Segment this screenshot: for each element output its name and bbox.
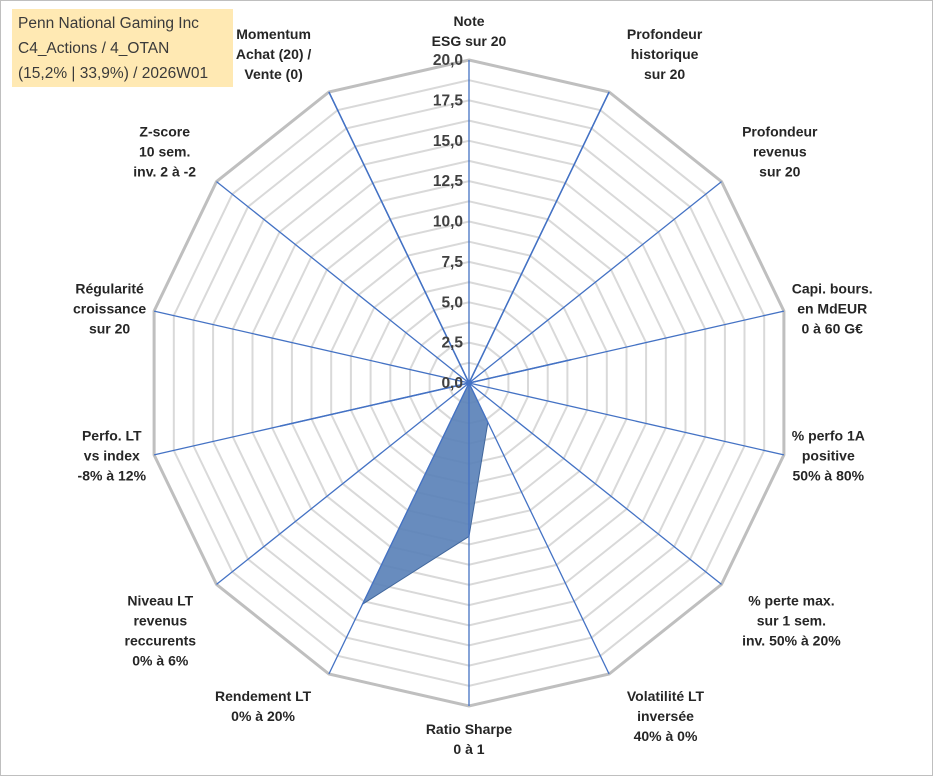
axis-label-line: 0 à 1 <box>453 741 484 757</box>
tick-label: 5,0 <box>441 294 463 311</box>
tick-label: 0,0 <box>441 375 463 392</box>
axis-label-line: revenus <box>133 612 187 628</box>
axis-label-line: sur 20 <box>644 66 685 82</box>
axis-label: Ratio Sharpe 0 à 1 <box>426 721 513 757</box>
axis-label-line: Profondeur <box>627 26 703 42</box>
axis-label-line: croissance <box>73 300 146 316</box>
tick-label: 20,0 <box>433 52 463 69</box>
title-line-company: Penn National Gaming Inc <box>18 15 199 32</box>
tick-label: 12,5 <box>433 173 464 190</box>
axis-label-line: ESG sur 20 <box>432 33 507 49</box>
axis-label-line: Ratio Sharpe <box>426 721 513 737</box>
axis-label-line: inv. 50% à 20% <box>742 632 841 648</box>
axis-label-line: Volatilité LT <box>627 688 705 704</box>
axis-spoke <box>153 310 470 384</box>
chart-title-box: Penn National Gaming Inc C4_Actions / 4_… <box>12 9 233 87</box>
axis-spoke <box>468 91 610 384</box>
tick-labels: 0,0 2,5 5,0 7,5 10,0 12,5 15,0 17,5 20,0 <box>433 52 464 392</box>
tick-label: 10,0 <box>433 214 463 231</box>
axis-label-line: Vente (0) <box>244 66 302 82</box>
axis-spoke <box>328 91 470 384</box>
title-line-category: C4_Actions / 4_OTAN <box>18 40 170 57</box>
axis-spoke <box>468 382 610 675</box>
tick-label: 17,5 <box>433 92 464 109</box>
axis-label-line: Niveau LT <box>127 592 193 608</box>
axis-label-line: 0 à 60 G€ <box>801 320 863 336</box>
axis-label-line: Achat (20) / <box>236 46 312 62</box>
axis-label: % perfo 1A positive 50% à 80% <box>792 428 865 484</box>
axis-label-line: inv. 2 à -2 <box>133 164 196 180</box>
tick-label: 7,5 <box>441 254 463 271</box>
axis-label-line: Momentum <box>236 26 311 42</box>
axis-spoke <box>328 382 470 675</box>
axis-label-line: positive <box>802 448 855 464</box>
axis-label-line: inversée <box>637 708 694 724</box>
axis-label-line: Profondeur <box>742 124 818 140</box>
axis-label-line: % perfo 1A <box>792 428 865 444</box>
axis-spokes <box>153 60 785 706</box>
axis-label-line: Z-score <box>139 124 190 140</box>
tick-label: 15,0 <box>433 133 463 150</box>
axis-label: Régularité croissance sur 20 <box>73 280 146 336</box>
axis-label: Profondeur historique sur 20 <box>627 26 703 82</box>
axis-label-line: en MdEUR <box>797 300 867 316</box>
axis-label: Note ESG sur 20 <box>432 13 507 49</box>
axis-label-line: Rendement LT <box>215 688 312 704</box>
axis-label-line: % perte max. <box>748 592 834 608</box>
axis-label: Momentum Achat (20) / Vente (0) <box>236 26 312 82</box>
axis-label-line: Régularité <box>75 280 144 296</box>
axis-label-line: Note <box>453 13 484 29</box>
axis-spoke <box>216 181 470 384</box>
title-line-stats: (15,2% | 33,9%) / 2026W01 <box>18 65 209 82</box>
axis-label: Niveau LT revenus reccurents 0% à 6% <box>125 592 197 668</box>
axis-label: Volatilité LT inversée 40% à 0% <box>627 688 705 744</box>
axis-label-line: reccurents <box>125 632 197 648</box>
axis-label: % perte max. sur 1 sem. inv. 50% à 20% <box>742 592 841 648</box>
axis-label: Rendement LT 0% à 20% <box>215 688 312 724</box>
axis-spoke <box>468 382 785 456</box>
axis-label-line: 0% à 20% <box>231 708 295 724</box>
axis-label-line: historique <box>631 46 699 62</box>
axis-label-line: vs index <box>84 448 140 464</box>
axis-labels: Note ESG sur 20 Profondeur historique sur 20… <box>73 13 873 757</box>
axis-label-line: Perfo. LT <box>82 428 142 444</box>
axis-label: Z-score 10 sem. inv. 2 à -2 <box>133 124 196 180</box>
axis-label-line: 0% à 6% <box>132 652 189 668</box>
axis-label: Profondeur revenus sur 20 <box>742 124 818 180</box>
axis-spoke <box>468 181 722 384</box>
axis-label-line: 10 sem. <box>139 144 190 160</box>
tick-label: 2,5 <box>441 335 463 352</box>
axis-label-line: Capi. bours. <box>792 280 873 296</box>
axis-label-line: 50% à 80% <box>792 468 864 484</box>
axis-label-line: -8% à 12% <box>78 468 147 484</box>
axis-label-line: revenus <box>753 144 807 160</box>
axis-label-line: sur 20 <box>89 320 130 336</box>
axis-spoke <box>468 310 785 384</box>
axis-label: Capi. bours. en MdEUR 0 à 60 G€ <box>792 280 873 336</box>
axis-spoke <box>468 382 722 585</box>
axis-label-line: sur 20 <box>759 164 800 180</box>
axis-label: Perfo. LT vs index -8% à 12% <box>78 428 147 484</box>
axis-spoke <box>216 382 470 585</box>
axis-spoke <box>153 382 470 456</box>
axis-label-line: 40% à 0% <box>634 728 698 744</box>
axis-label-line: sur 1 sem. <box>757 612 826 628</box>
